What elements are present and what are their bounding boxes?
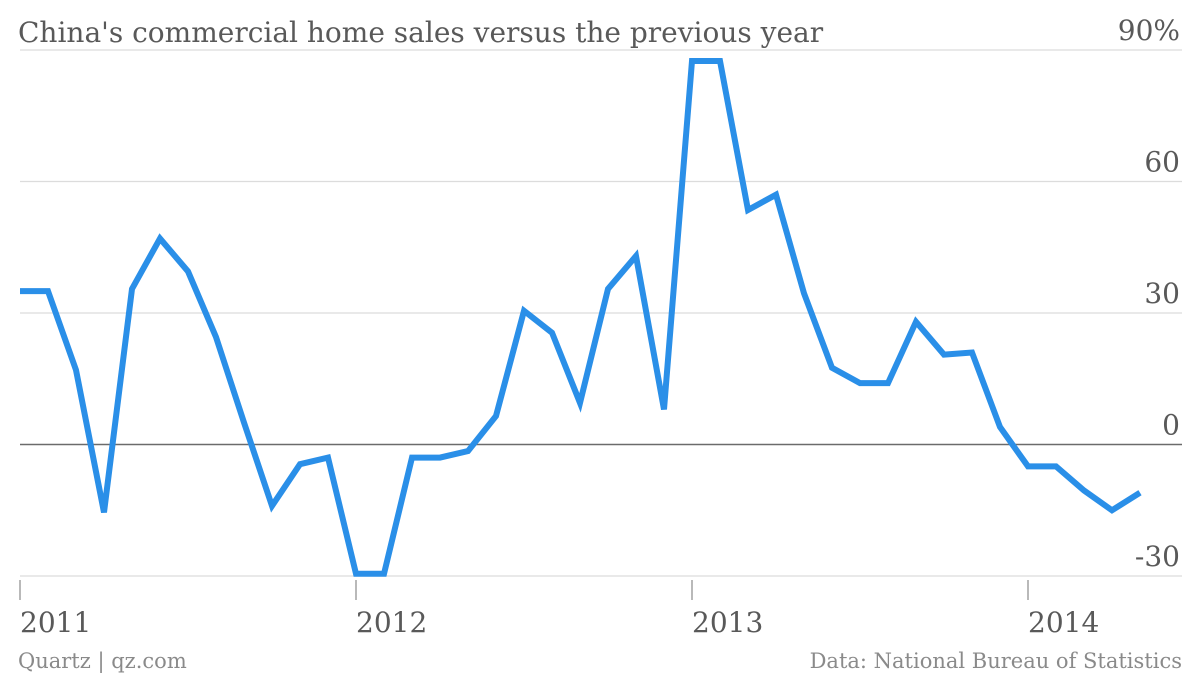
data-point [1053,463,1059,469]
data-point [913,319,919,325]
x-axis-ticks [19,580,1029,600]
x-axis-labels: 2011 2012 2013 2014 [20,606,1099,639]
data-point [325,455,331,461]
data-point [661,406,667,412]
y-tick-label: 0 [1162,409,1180,442]
y-tick-label: 30 [1144,277,1180,310]
data-point [73,367,79,373]
data-point [857,380,863,386]
data-point [241,420,247,426]
data-point [801,290,807,296]
data-point [1025,463,1031,469]
x-tick-label: 2013 [692,606,763,639]
x-tick-label: 2014 [1028,606,1099,639]
source-credit: Quartz | qz.com [18,649,187,674]
data-point [1109,507,1115,513]
data-point [549,330,555,336]
data-point [1081,488,1087,494]
data-point [465,448,471,454]
data-point [157,235,163,241]
series-line [20,58,1142,577]
x-tick-label: 2012 [356,606,427,639]
data-point [521,308,527,314]
data-point [213,334,219,340]
data-point [129,286,135,292]
data-point [437,455,443,461]
y-axis-labels: 90% 60 30 0 -30 [1118,14,1180,573]
data-point [885,380,891,386]
data-point [717,58,723,64]
x-tick-label: 2011 [20,606,91,639]
y-tick-label: 60 [1144,146,1180,179]
data-point [997,424,1003,430]
data-source: Data: National Bureau of Statistics [810,649,1182,673]
data-point [1137,490,1143,496]
data-point [577,400,583,406]
data-point [633,253,639,259]
y-tick-label: 90% [1118,14,1180,47]
data-point [689,58,695,64]
data-point [45,288,51,294]
data-point [185,268,191,274]
data-point [297,461,303,467]
data-point [941,352,947,358]
data-point [353,571,359,577]
data-point [493,413,499,419]
data-point [773,192,779,198]
data-point [381,571,387,577]
data-point [269,503,275,509]
data-point [605,286,611,292]
data-point [17,288,23,294]
data-point [745,207,751,213]
data-point [829,365,835,371]
data-point [969,349,975,355]
chart-title: China's commercial home sales versus the… [18,16,824,49]
data-point [101,509,107,515]
y-tick-label: -30 [1135,540,1180,573]
data-point [409,455,415,461]
data-points [17,58,1143,577]
